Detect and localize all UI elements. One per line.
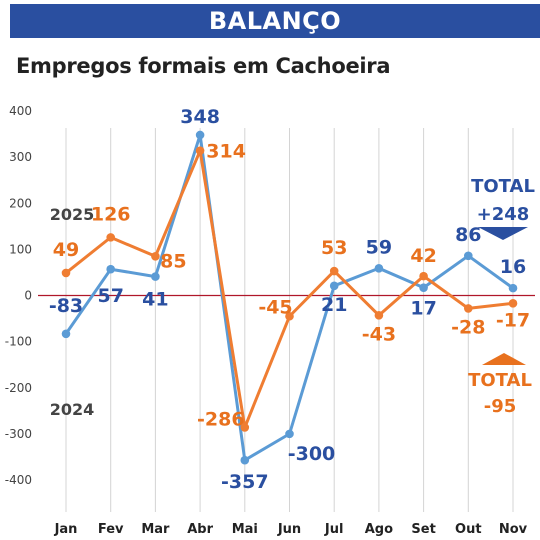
data-label-2024-fev: 57: [97, 285, 123, 307]
data-point-2024-jan: [61, 329, 71, 339]
y-tick-label: 200: [9, 196, 32, 210]
total-2024-value: +248: [477, 204, 530, 225]
data-label-2024-ago: 59: [366, 236, 392, 258]
header-banner: BALANÇO: [10, 4, 540, 38]
data-label-2025-jan: 49: [53, 239, 79, 261]
data-point-2024-mai: [240, 455, 250, 465]
total-2025-value: -95: [484, 396, 517, 417]
data-label-2024-out: 86: [455, 224, 481, 246]
data-label-2025-jul: 53: [321, 237, 347, 259]
x-tick-label: Abr: [187, 522, 213, 537]
data-label-2025-abr: 314: [206, 141, 246, 163]
data-point-2024-jul: [329, 281, 339, 291]
x-tick-label: Out: [455, 522, 482, 537]
x-tick-label: Set: [411, 522, 435, 537]
data-label-2024-mai: -357: [221, 471, 269, 493]
data-point-2025-ago: [374, 311, 384, 320]
data-label-2024-mar: 41: [142, 289, 168, 311]
data-point-2025-fev: [106, 233, 115, 242]
data-label-2024-abr: 348: [180, 106, 220, 128]
x-tick-label: Nov: [499, 522, 528, 537]
x-tick-label: Jul: [324, 522, 344, 537]
data-point-2025-jun: [285, 311, 294, 321]
y-tick-label: -400: [5, 473, 32, 487]
totals: TOTAL +248 TOTAL -95: [468, 176, 535, 417]
legend-2025: 2025: [50, 205, 95, 224]
data-label-2025-nov: -17: [496, 309, 530, 331]
data-label-2025-mai: -286: [197, 408, 245, 430]
y-tick-label: 300: [9, 150, 32, 164]
data-point-2024-abr: [195, 130, 205, 140]
series-layer: [61, 130, 518, 465]
x-tick-label: Fev: [98, 522, 124, 537]
y-tick-label: 400: [9, 104, 32, 118]
data-label-2025-ago: -43: [362, 323, 396, 345]
data-label-2025-set: 42: [410, 245, 436, 267]
y-tick-label: 0: [24, 289, 32, 303]
data-point-2024-set: [419, 283, 428, 292]
x-tick-label: Mai: [232, 522, 258, 537]
data-point-2025-abr: [195, 146, 205, 155]
y-tick-label: 100: [9, 242, 32, 256]
x-axis: Jan Fev Mar Abr Mai Jun Jul Ago Set Out Nov: [54, 522, 528, 537]
banner-title: BALANÇO: [208, 7, 342, 35]
x-tick-label: Ago: [365, 522, 393, 537]
data-point-2024-fev: [106, 264, 115, 274]
data-point-2024-mar: [151, 272, 160, 281]
data-label-2024-set: 17: [410, 298, 436, 320]
data-label-2025-out: -28: [451, 316, 485, 338]
data-point-2024-nov: [508, 283, 518, 293]
legend-2024: 2024: [50, 400, 95, 419]
data-point-2024-jun: [285, 429, 294, 439]
data-point-2024-out: [464, 251, 473, 261]
total-2024-label: TOTAL: [471, 176, 535, 197]
chart-title: Empregos formais em Cachoeira: [16, 54, 391, 78]
data-label-2024-jul: 21: [321, 294, 347, 316]
data-point-2025-jan: [61, 268, 71, 278]
x-tick-label: Mar: [141, 522, 170, 537]
data-point-2025-nov: [508, 299, 518, 308]
x-tick-label: Jan: [54, 522, 78, 537]
data-point-2024-ago: [374, 263, 384, 273]
data-point-2025-out: [464, 304, 473, 313]
y-axis: 400 300 200 100 0 -100 -200 -300 -400: [5, 104, 32, 487]
grid: [38, 128, 535, 512]
data-label-2025-fev: 126: [91, 203, 131, 225]
data-label-2025-jun: -45: [258, 296, 292, 318]
y-tick-label: -300: [5, 427, 32, 441]
legend: 2025 2024: [50, 205, 95, 419]
data-point-2025-mai: [240, 423, 250, 432]
data-point-2025-set: [419, 271, 428, 281]
data-labels: -83 57 41 348 -357 -300 21 59 17 86 16 49 126 85 314 -2…: [49, 106, 530, 493]
total-2024-arrow-icon: [478, 227, 528, 240]
y-tick-label: -200: [5, 381, 32, 395]
y-tick-label: -100: [5, 335, 32, 349]
x-tick-label: Jun: [277, 522, 301, 537]
data-label-2024-jan: -83: [49, 295, 83, 317]
data-label-2024-nov: 16: [500, 256, 526, 278]
data-label-2024-jun: -300: [288, 443, 336, 465]
total-2025-arrow-icon: [482, 353, 526, 365]
data-point-2025-jul: [329, 266, 339, 276]
total-2025-label: TOTAL: [468, 370, 532, 391]
data-point-2025-mar: [151, 251, 160, 261]
data-label-2025-mar: 85: [160, 250, 186, 272]
